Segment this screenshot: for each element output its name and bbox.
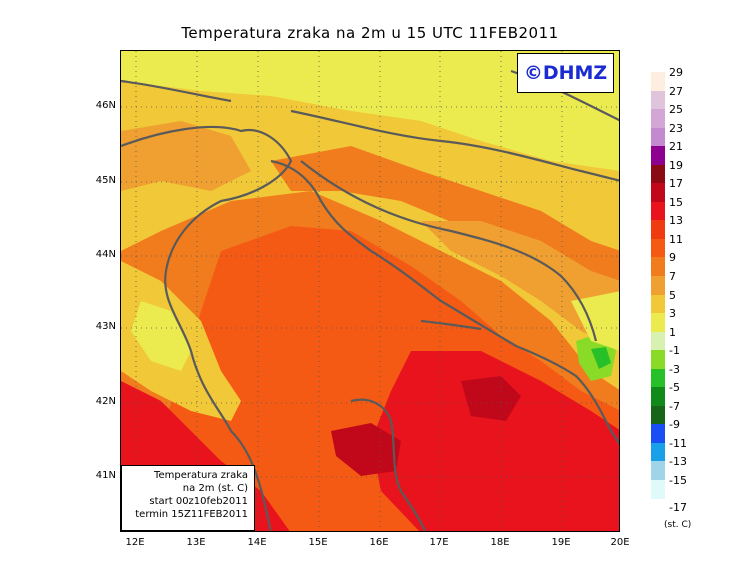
legend-item: -9 — [651, 419, 680, 443]
legend-item: 17 — [651, 178, 683, 202]
lat-label: 46N — [95, 100, 116, 111]
lon-label: 17E — [429, 537, 449, 548]
legend-item: -11 — [651, 438, 687, 462]
legend-label: 23 — [669, 121, 683, 135]
lon-label: 18E — [490, 537, 510, 548]
lat-label: 44N — [95, 249, 116, 260]
legend-label: 15 — [669, 195, 683, 209]
legend-swatch — [651, 350, 665, 369]
legend-swatch — [651, 72, 665, 91]
info-box: Temperatura zraka na 2m (st. C) start 00… — [121, 465, 255, 531]
legend-item: -7 — [651, 401, 680, 425]
legend-swatch — [651, 294, 665, 314]
legend-label: -13 — [669, 455, 687, 469]
legend-label: 3 — [669, 307, 676, 321]
legend-label: 9 — [669, 251, 676, 265]
legend-swatch — [651, 109, 665, 128]
lon-label: 14E — [247, 537, 267, 548]
legend-swatch — [651, 368, 665, 388]
legend-item: 29 — [651, 67, 683, 91]
legend-item: -1 — [651, 345, 680, 369]
legend-item: -5 — [651, 382, 680, 406]
legend-label: 7 — [669, 270, 676, 284]
color-legend: 29 27 25 23 21 19 17 15 13 11 9 7 5 3 1 -1 -3 -5 -7 -9 -11 -1… — [651, 67, 687, 499]
legend-item: -13 — [651, 456, 687, 481]
info-line-termin: termin 15Z11FEB2011 — [135, 509, 248, 520]
info-line-unit: na 2m (st. C) — [182, 483, 248, 494]
legend-label: 29 — [669, 66, 683, 79]
legend-swatch — [651, 387, 665, 406]
info-line-start: start 00z10feb2011 — [149, 496, 248, 507]
legend-item: 25 — [651, 104, 683, 128]
info-line-variable: Temperatura zraka — [154, 470, 248, 481]
legend-label: -15 — [669, 474, 687, 488]
legend-swatch — [651, 461, 665, 481]
legend-swatch — [651, 238, 665, 258]
legend-label: 1 — [669, 325, 676, 339]
legend-label: -3 — [669, 362, 680, 376]
legend-label: 21 — [669, 140, 683, 154]
legend-item: -3 — [651, 364, 680, 388]
legend-swatch — [651, 201, 665, 221]
dhmz-logo: ©DHMZ — [517, 53, 614, 93]
legend-bottom-label: -17 — [669, 501, 687, 514]
legend-item: 21 — [651, 141, 683, 165]
legend-label: -9 — [669, 418, 680, 432]
legend-swatch — [651, 331, 665, 351]
legend-label: 5 — [669, 288, 676, 302]
temperature-field — [121, 51, 619, 531]
legend-swatch — [651, 164, 665, 184]
legend-swatch — [651, 424, 665, 443]
lon-label: 16E — [369, 537, 389, 548]
legend-swatch — [651, 442, 665, 462]
legend-label: 19 — [669, 158, 683, 172]
legend-swatch — [651, 480, 665, 499]
lon-label: 13E — [186, 537, 206, 548]
legend-item: 11 — [651, 234, 683, 258]
legend-swatch — [651, 183, 665, 202]
lat-label: 41N — [95, 470, 116, 481]
legend-label: 27 — [669, 84, 683, 98]
lon-label: 20E — [610, 537, 630, 548]
legend-label: -11 — [669, 436, 687, 450]
legend-swatch — [651, 405, 665, 425]
legend-label: -7 — [669, 399, 680, 413]
legend-item: -15 — [651, 475, 687, 499]
lon-label: 12E — [125, 537, 145, 548]
legend-swatch — [651, 257, 665, 277]
lat-label: 43N — [95, 321, 116, 332]
legend-swatch — [651, 127, 665, 147]
legend-item: 19 — [651, 160, 683, 184]
legend-label: 11 — [669, 232, 683, 246]
legend-item: 1 — [651, 327, 676, 351]
legend-swatch — [651, 276, 665, 295]
legend-swatch — [651, 90, 665, 110]
legend-item: 23 — [651, 123, 683, 147]
legend-label: 17 — [669, 177, 683, 191]
legend-swatch — [651, 220, 665, 239]
legend-item: 15 — [651, 197, 683, 221]
legend-label: 25 — [669, 103, 683, 117]
legend-item: 13 — [651, 215, 683, 239]
legend-label: -5 — [669, 381, 680, 395]
lon-label: 15E — [308, 537, 328, 548]
legend-item: 9 — [651, 252, 676, 277]
lon-label: 19E — [551, 537, 571, 548]
lat-label: 45N — [95, 175, 116, 186]
legend-swatch — [651, 313, 665, 332]
legend-label: 13 — [669, 214, 683, 228]
legend-unit: (st. C) — [664, 520, 692, 530]
map-title: Temperatura zraka na 2m u 15 UTC 11FEB20… — [181, 24, 559, 42]
legend-swatch — [651, 146, 665, 165]
temperature-map — [120, 50, 620, 532]
legend-item: 5 — [651, 290, 676, 314]
legend-label: -1 — [669, 344, 680, 358]
lat-label: 42N — [95, 396, 116, 407]
legend-item: 7 — [651, 271, 676, 295]
legend-item: 27 — [651, 86, 683, 110]
legend-item: 3 — [651, 308, 676, 332]
